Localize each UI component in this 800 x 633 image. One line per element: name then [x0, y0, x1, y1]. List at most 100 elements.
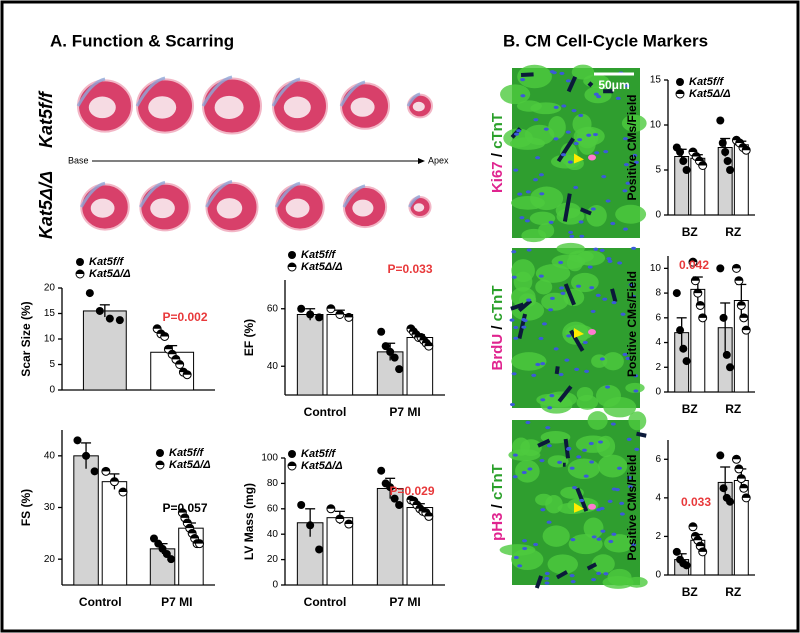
base-label: Base	[68, 155, 89, 165]
vessel	[586, 562, 598, 571]
vessel	[554, 366, 560, 375]
positive-nucleus	[588, 503, 596, 510]
vessel	[537, 438, 551, 448]
stain-marker: pH3	[489, 513, 506, 541]
nucleus	[574, 367, 580, 371]
nucleus	[622, 189, 628, 193]
data-point	[195, 539, 205, 549]
nucleus	[544, 581, 550, 585]
scar	[139, 180, 166, 208]
marker-half	[742, 493, 751, 498]
data-point	[736, 300, 746, 310]
data-point	[377, 466, 386, 475]
nucleus	[540, 361, 546, 366]
data-point	[381, 342, 390, 351]
myocyte	[530, 102, 562, 115]
myocyte	[535, 493, 553, 506]
nucleus	[520, 94, 526, 98]
nucleus	[553, 347, 559, 351]
nucleus	[599, 357, 605, 361]
y-axis-label: Positive CMs/Field	[625, 94, 639, 200]
nucleus	[608, 539, 614, 544]
myocyte	[511, 352, 547, 371]
data-point	[731, 263, 741, 273]
nucleus	[579, 234, 585, 238]
nucleus	[568, 230, 574, 235]
x-tick-label: BZ	[682, 402, 698, 416]
nucleus	[634, 160, 640, 164]
heart-lumen	[216, 198, 243, 219]
nucleus	[521, 325, 527, 329]
myocyte	[578, 131, 596, 155]
nucleus	[509, 318, 515, 322]
nucleus	[619, 512, 625, 516]
data-point	[335, 310, 345, 319]
nucleus	[590, 207, 596, 211]
nucleus	[533, 178, 539, 182]
vessel	[579, 207, 592, 216]
data-point	[335, 514, 345, 524]
y-tick-label: 10	[650, 263, 662, 274]
myocyte	[524, 124, 555, 146]
marker-half	[335, 310, 344, 315]
marker-half	[692, 152, 701, 157]
nucleus	[520, 78, 526, 82]
nucleus	[567, 160, 573, 164]
myocyte	[511, 195, 545, 210]
nucleus	[521, 470, 527, 475]
nucleus	[602, 297, 608, 301]
marker-half	[185, 524, 194, 529]
x-tick-label: Control	[304, 405, 347, 419]
nucleus	[564, 358, 570, 362]
data-point	[672, 547, 681, 556]
data-point	[160, 331, 170, 341]
data-point	[390, 494, 399, 503]
y-tick-label: 0	[655, 570, 661, 581]
data-point	[395, 365, 404, 374]
data-point	[676, 326, 685, 335]
nucleus	[596, 537, 602, 541]
data-point	[726, 497, 735, 506]
marker-half	[735, 139, 744, 143]
nucleus	[541, 322, 547, 326]
legend-label: Kat5f/f	[301, 249, 337, 261]
vessel	[587, 81, 594, 88]
nucleus	[603, 572, 609, 576]
nucleus	[631, 543, 637, 547]
vessel	[556, 570, 568, 580]
nucleus	[589, 460, 595, 464]
apex-label: Apex	[428, 155, 449, 165]
annotation: P=0.033	[387, 262, 432, 276]
stain-label: Ki67 / cTnT	[489, 113, 506, 193]
stain-label: pH3 / cTnT	[489, 464, 506, 541]
myocyte	[604, 534, 634, 553]
data-point	[722, 350, 731, 359]
y-tick-label: 2	[655, 531, 661, 542]
marker-half	[190, 534, 199, 539]
marker-half	[739, 313, 748, 318]
data-point	[698, 547, 708, 557]
myocyte	[591, 354, 608, 368]
stain-counter: cTnT	[489, 285, 506, 321]
marker-half	[175, 360, 184, 365]
nucleus	[583, 474, 589, 478]
bar	[326, 517, 354, 586]
vessel	[557, 385, 573, 403]
data-point	[679, 157, 688, 165]
nucleus	[525, 190, 531, 194]
row-label: Kat5Δ/Δ	[36, 171, 56, 239]
nucleus	[557, 460, 563, 464]
myocyte	[576, 387, 594, 402]
y-tick-label: 15	[44, 308, 56, 319]
nucleus	[631, 294, 637, 299]
nucleus	[546, 520, 552, 524]
data-point	[682, 357, 691, 366]
heart-lumen	[350, 97, 375, 117]
marker-half	[76, 270, 84, 274]
nucleus	[566, 447, 572, 451]
legend-marker	[156, 449, 164, 457]
marker-half	[412, 500, 421, 505]
myocyte	[583, 517, 604, 539]
bar	[674, 156, 690, 216]
